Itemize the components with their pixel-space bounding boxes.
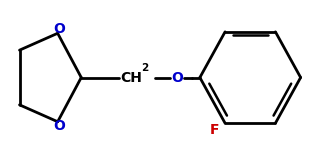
Text: O: O [53, 22, 65, 36]
Text: O: O [171, 71, 183, 84]
Text: O: O [53, 119, 65, 133]
Text: F: F [210, 123, 219, 137]
Text: 2: 2 [141, 63, 148, 73]
Text: CH: CH [120, 71, 142, 84]
